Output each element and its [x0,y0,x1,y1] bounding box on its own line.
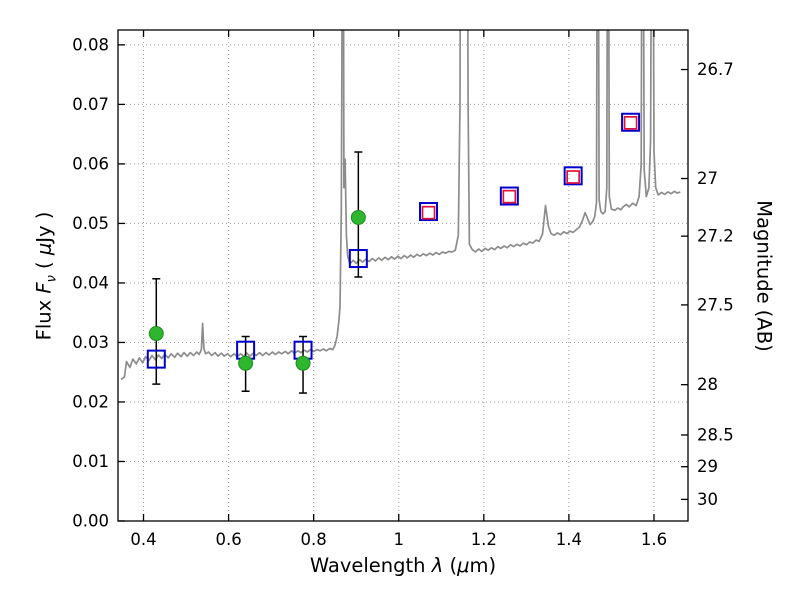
model-photometry-marker [146,349,166,369]
y-tick-label: 0.06 [72,154,109,173]
y-axis-label-text: Flux [32,293,56,341]
lambda-symbol: λ [431,554,444,577]
model-photometry-marker [621,112,641,132]
model-photometry-marker [563,166,583,186]
y-tick-label: 0.03 [72,333,109,352]
nir-photometry-marker [421,205,436,220]
model-spectrum-line [120,30,681,381]
nir-photometry-marker [623,115,638,130]
magnitude-tick-label: 27.5 [697,295,734,314]
flux-symbol: F [32,282,56,294]
y-tick-label: 0.04 [72,273,109,292]
x-tick-label: 1 [393,530,404,549]
x-tick-label: 0.8 [301,530,327,549]
magnitude-tick-label: 30 [697,490,718,509]
y-axis-label-right: Magnitude (AB) [752,200,776,352]
nir-photometry-marker [566,170,580,184]
x-axis-label-text: Wavelength [309,554,432,577]
mu-symbol: μ [457,554,470,577]
magnitude-tick-label: 26.7 [697,60,734,79]
observed-photometry-marker [350,209,366,225]
mu-symbol: μ [32,242,56,256]
y-tick-label: 0.08 [72,35,109,54]
y-tick-label: 0.05 [72,214,109,233]
model-photometry-marker [499,186,519,206]
x-tick-label: 1.6 [641,530,667,549]
magnitude-tick-label: 27.2 [697,227,734,246]
magnitude-tick-label: 28 [697,375,718,394]
magnitude-tick-label: 27 [697,169,718,188]
y-tick-label: 0.00 [72,512,109,531]
y-tick-label: 0.02 [72,392,109,411]
model-photometry-marker [348,249,368,269]
nu-subscript: ν [44,275,60,283]
x-tick-label: 1.4 [556,530,582,549]
x-tick-label: 0.6 [215,530,241,549]
y-tick-label: 0.01 [72,452,109,471]
model-photometry-marker [419,202,439,222]
x-tick-label: 0.4 [130,530,156,549]
observed-photometry-marker [238,355,254,371]
y-axis-label-left: Flux Fν ( μJy ) [32,211,60,341]
x-axis-label: Wavelength λ (μm) [309,554,497,577]
nir-photometry-marker [502,189,517,204]
observed-photometry-marker [295,355,311,371]
magnitude-tick-label: 28.5 [697,425,734,444]
axes-frame [117,29,689,522]
magnitude-tick-label: 29 [697,457,718,476]
y-tick-label: 0.07 [72,95,109,114]
observed-photometry-marker [148,326,164,342]
x-tick-label: 1.2 [471,530,497,549]
